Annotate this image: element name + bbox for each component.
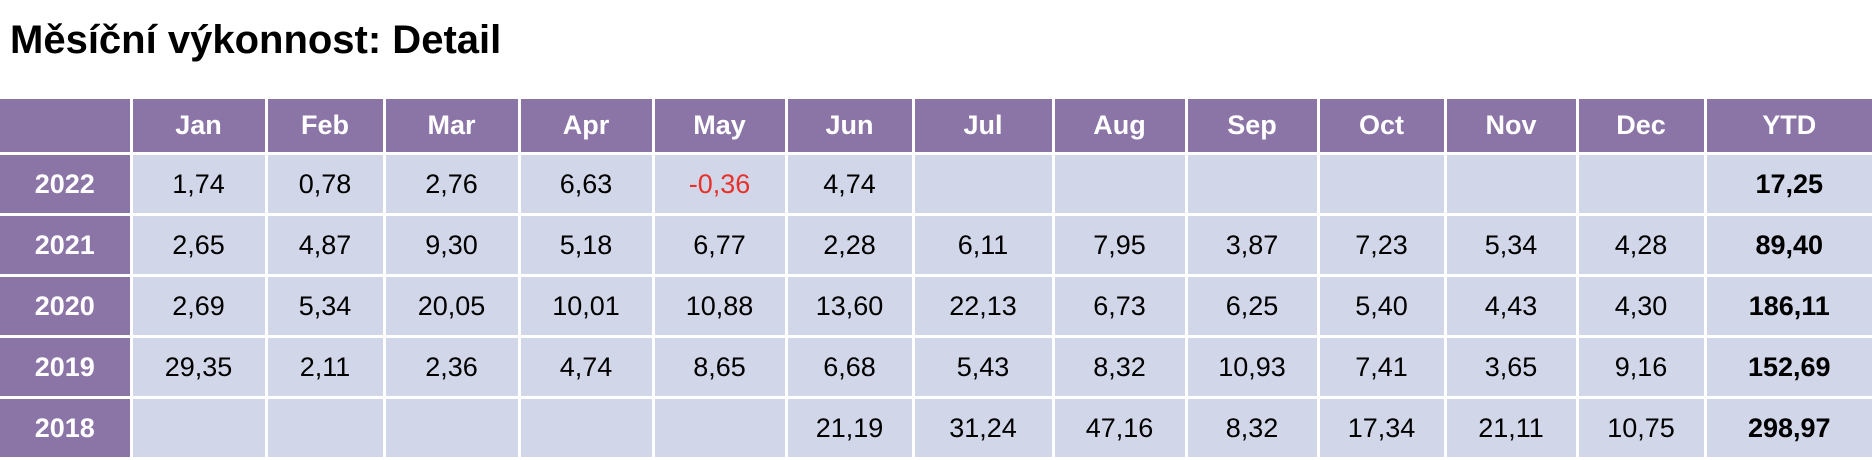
value-cell: 9,16 xyxy=(1575,335,1707,399)
column-header: Jul xyxy=(911,96,1055,155)
column-header: Nov xyxy=(1443,96,1579,155)
value-cell: 4,30 xyxy=(1575,274,1707,338)
value-cell: 5,34 xyxy=(264,274,386,338)
value-cell: 0,78 xyxy=(264,152,386,216)
value-cell: 4,74 xyxy=(517,335,655,399)
value-cell: 47,16 xyxy=(1051,396,1188,460)
value-cell: 10,01 xyxy=(517,274,655,338)
row-label: 2018 xyxy=(0,396,133,460)
empty-cell xyxy=(651,396,788,460)
column-header: May xyxy=(651,96,788,155)
column-header: Aug xyxy=(1051,96,1188,155)
value-cell: 29,35 xyxy=(129,335,268,399)
value-cell: 10,88 xyxy=(651,274,788,338)
empty-cell xyxy=(129,396,268,460)
value-cell: 4,28 xyxy=(1575,213,1707,277)
value-cell: 4,43 xyxy=(1443,274,1579,338)
performance-table: Jan Feb Mar Apr May Jun Jul Aug Sep Oct Nov Dec YTD … xyxy=(0,96,1872,460)
header-row: Jan Feb Mar Apr May Jun Jul Aug Sep Oct Nov Dec YTD xyxy=(0,96,1872,155)
value-cell: 7,23 xyxy=(1316,213,1447,277)
value-cell: 8,32 xyxy=(1051,335,1188,399)
value-cell: 21,11 xyxy=(1443,396,1579,460)
empty-cell xyxy=(1051,152,1188,216)
value-cell: 2,28 xyxy=(784,213,915,277)
row-label: 2020 xyxy=(0,274,133,338)
value-cell: 9,30 xyxy=(382,213,521,277)
value-cell: 8,32 xyxy=(1184,396,1320,460)
empty-cell xyxy=(1443,152,1579,216)
empty-cell xyxy=(382,396,521,460)
value-cell: 10,75 xyxy=(1575,396,1707,460)
table-row: 2022 1,74 0,78 2,76 6,63 -0,36 4,74 17,25 xyxy=(0,152,1872,216)
value-cell: 6,73 xyxy=(1051,274,1188,338)
value-cell: 10,93 xyxy=(1184,335,1320,399)
ytd-cell: 298,97 xyxy=(1703,396,1872,460)
value-cell: 5,43 xyxy=(911,335,1055,399)
table-body: 2022 1,74 0,78 2,76 6,63 -0,36 4,74 17,25 2021 2,… xyxy=(0,152,1872,460)
column-header: Dec xyxy=(1575,96,1707,155)
value-cell: 4,74 xyxy=(784,152,915,216)
value-cell: 5,18 xyxy=(517,213,655,277)
value-cell: 2,69 xyxy=(129,274,268,338)
value-cell: -0,36 xyxy=(651,152,788,216)
value-cell: 5,34 xyxy=(1443,213,1579,277)
column-header: YTD xyxy=(1703,96,1872,155)
value-cell: 21,19 xyxy=(784,396,915,460)
value-cell: 7,41 xyxy=(1316,335,1447,399)
column-header: Sep xyxy=(1184,96,1320,155)
column-header: Feb xyxy=(264,96,386,155)
empty-cell xyxy=(517,396,655,460)
table-row: 2018 21,19 31,24 47,16 8,32 17,34 21,11 10,75 29… xyxy=(0,396,1872,460)
value-cell: 3,65 xyxy=(1443,335,1579,399)
value-cell: 1,74 xyxy=(129,152,268,216)
value-cell: 6,25 xyxy=(1184,274,1320,338)
table-row: 2020 2,69 5,34 20,05 10,01 10,88 13,60 22,13 6,7… xyxy=(0,274,1872,338)
page-title: Měsíční výkonnost: Detail xyxy=(10,18,502,62)
empty-cell xyxy=(1316,152,1447,216)
table-row: 2021 2,65 4,87 9,30 5,18 6,77 2,28 6,11 7,95 3,87… xyxy=(0,213,1872,277)
column-header: Mar xyxy=(382,96,521,155)
empty-cell xyxy=(911,152,1055,216)
value-cell: 6,63 xyxy=(517,152,655,216)
ytd-cell: 89,40 xyxy=(1703,213,1872,277)
value-cell: 6,11 xyxy=(911,213,1055,277)
value-cell: 4,87 xyxy=(264,213,386,277)
value-cell: 2,76 xyxy=(382,152,521,216)
column-header: Apr xyxy=(517,96,655,155)
value-cell: 2,11 xyxy=(264,335,386,399)
value-cell: 8,65 xyxy=(651,335,788,399)
value-cell: 6,68 xyxy=(784,335,915,399)
row-label: 2021 xyxy=(0,213,133,277)
column-header: Oct xyxy=(1316,96,1447,155)
corner-cell xyxy=(0,96,133,155)
value-cell: 2,36 xyxy=(382,335,521,399)
ytd-cell: 152,69 xyxy=(1703,335,1872,399)
value-cell: 7,95 xyxy=(1051,213,1188,277)
value-cell: 17,34 xyxy=(1316,396,1447,460)
value-cell: 6,77 xyxy=(651,213,788,277)
value-cell: 5,40 xyxy=(1316,274,1447,338)
row-label: 2022 xyxy=(0,152,133,216)
value-cell: 22,13 xyxy=(911,274,1055,338)
value-cell: 3,87 xyxy=(1184,213,1320,277)
value-cell: 2,65 xyxy=(129,213,268,277)
table-row: 2019 29,35 2,11 2,36 4,74 8,65 6,68 5,43 8,32 10,… xyxy=(0,335,1872,399)
column-header: Jun xyxy=(784,96,915,155)
empty-cell xyxy=(1184,152,1320,216)
empty-cell xyxy=(1575,152,1707,216)
ytd-cell: 17,25 xyxy=(1703,152,1872,216)
value-cell: 31,24 xyxy=(911,396,1055,460)
empty-cell xyxy=(264,396,386,460)
ytd-cell: 186,11 xyxy=(1703,274,1872,338)
value-cell: 13,60 xyxy=(784,274,915,338)
column-header: Jan xyxy=(129,96,268,155)
value-cell: 20,05 xyxy=(382,274,521,338)
row-label: 2019 xyxy=(0,335,133,399)
